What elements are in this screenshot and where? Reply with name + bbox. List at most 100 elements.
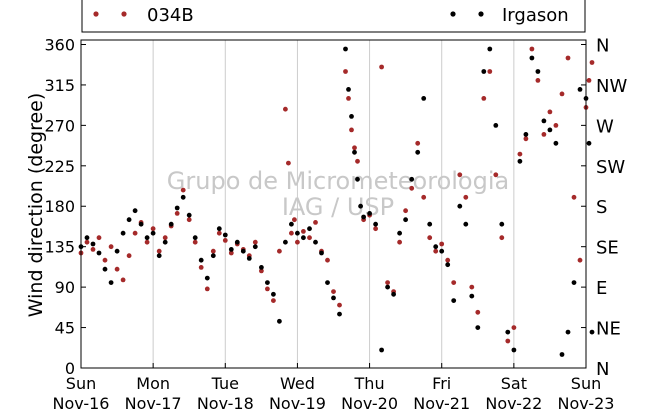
x-tick-date-label: Nov-20: [341, 394, 398, 409]
data-point: [403, 208, 408, 214]
data-point: [361, 214, 366, 220]
data-point: [415, 140, 421, 146]
data-point: [313, 239, 318, 245]
data-point: [463, 221, 469, 227]
data-point: [586, 140, 592, 146]
y-tick-label: 360: [44, 35, 75, 54]
data-point: [511, 325, 517, 330]
x-tick-date-label: Nov-21: [413, 394, 470, 409]
data-point: [216, 230, 222, 236]
data-point: [246, 256, 252, 261]
data-point: [198, 265, 204, 270]
data-point: [487, 46, 493, 52]
data-point: [445, 262, 451, 268]
data-point: [349, 127, 354, 133]
data-point: [162, 239, 168, 245]
data-point: [451, 280, 457, 285]
data-point: [589, 329, 595, 335]
legend-frame: [81, 0, 586, 33]
data-point: [271, 291, 276, 297]
data-point: [216, 226, 222, 232]
data-point: [228, 247, 234, 252]
legend-entry-034b: 034B: [93, 5, 194, 26]
compass-label-n: N: [596, 359, 609, 380]
data-point: [481, 69, 487, 74]
compass-label-s: S: [596, 197, 607, 218]
data-point: [505, 338, 511, 344]
data-point: [352, 149, 357, 155]
data-point: [337, 302, 342, 308]
data-point: [457, 172, 463, 178]
legend: 034B Irgason: [81, 0, 586, 33]
data-point: [535, 69, 541, 74]
data-point: [102, 257, 108, 263]
data-point: [511, 347, 517, 353]
data-point: [325, 257, 330, 263]
data-point: [102, 266, 108, 272]
data-point: [439, 248, 445, 254]
data-point: [427, 235, 433, 241]
legend-label-irgason: Irgason: [502, 5, 569, 26]
data-point: [210, 248, 216, 254]
data-point: [547, 127, 553, 133]
data-point: [523, 136, 529, 142]
watermark-line-1: Grupo de Micrometeorologia: [167, 167, 509, 195]
data-point: [192, 235, 198, 241]
data-point: [487, 69, 493, 74]
data-point: [385, 284, 390, 290]
data-point: [228, 250, 234, 256]
series-034b: [78, 46, 595, 344]
data-point: [90, 247, 96, 252]
data-point: [529, 46, 535, 52]
data-point: [493, 123, 499, 128]
data-point: [493, 172, 499, 178]
data-point: [168, 221, 174, 227]
x-tick-day-label: Fri: [432, 374, 451, 393]
x-tick-date-label: Nov-18: [197, 394, 254, 409]
data-point: [289, 230, 294, 236]
data-point: [523, 132, 529, 137]
data-point: [277, 248, 282, 254]
data-point: [144, 239, 150, 245]
data-point: [144, 235, 150, 241]
x-tick-day-label: Thu: [354, 374, 385, 393]
legend-marker-irgason-2: [478, 11, 484, 17]
data-point: [391, 291, 396, 297]
data-point: [198, 257, 204, 263]
data-point: [174, 211, 180, 216]
data-point: [541, 132, 547, 137]
data-point: [415, 149, 421, 155]
data-point: [421, 96, 427, 101]
data-point: [346, 96, 351, 101]
y-tick-label: 45: [55, 319, 75, 338]
data-point: [589, 60, 595, 65]
y-tick-label: 135: [44, 238, 75, 257]
data-point: [307, 226, 312, 232]
data-point: [126, 217, 132, 223]
data-point: [349, 114, 354, 119]
x-tick-day-label: Mon: [136, 374, 170, 393]
data-point: [252, 244, 258, 250]
data-point: [210, 253, 216, 259]
data-point: [295, 230, 300, 236]
data-point: [156, 248, 162, 254]
data-point: [180, 194, 186, 200]
data-point: [553, 123, 559, 128]
data-point: [559, 91, 565, 97]
data-point: [397, 230, 402, 236]
data-point: [445, 257, 451, 263]
data-point: [535, 78, 541, 83]
vertical-gridlines: [152, 40, 515, 368]
data-point: [403, 217, 408, 223]
data-point: [84, 239, 90, 245]
legend-entry-irgason: Irgason: [450, 5, 569, 26]
y-tick-label: 315: [44, 76, 75, 95]
data-point: [385, 280, 390, 285]
data-point: [433, 244, 439, 250]
data-point: [343, 46, 348, 52]
data-point: [180, 187, 186, 193]
data-point: [96, 235, 102, 241]
data-point: [325, 280, 330, 285]
data-point: [373, 226, 378, 232]
